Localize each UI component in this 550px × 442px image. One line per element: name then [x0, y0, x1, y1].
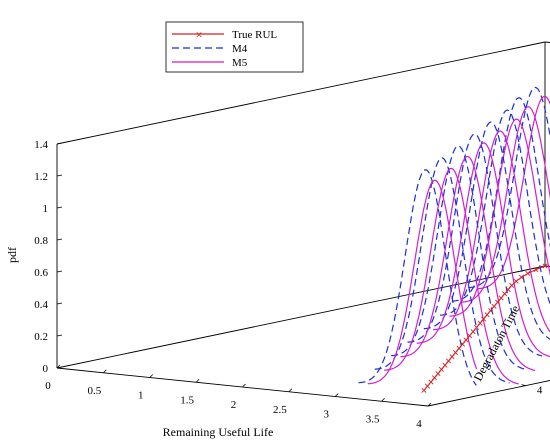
z-tick-label-4: 0.8 — [34, 235, 48, 247]
z-tick-7 — [56, 142, 63, 145]
m5-pdf-curve-4 — [416, 142, 550, 358]
m5-pdf-curve-6 — [384, 167, 519, 385]
true-rul-marker-24 — [442, 362, 448, 368]
true-rul-marker-5 — [509, 282, 515, 288]
z-tick-3 — [56, 270, 63, 273]
legend-m5-label: M5 — [232, 57, 248, 69]
true-rul-marker-7 — [502, 291, 508, 297]
x-tick-label-0: 0 — [45, 380, 51, 392]
x-tick-label-3: 1.5 — [180, 394, 194, 406]
y-tick-4 — [521, 384, 526, 386]
y-axis-line — [427, 380, 550, 407]
true-rul-marker-11 — [488, 308, 494, 314]
true-rul-marker-12 — [484, 312, 490, 318]
true-rul-marker-3 — [518, 274, 525, 280]
z-axis-label: pdf — [5, 247, 19, 263]
z-tick-label-2: 0.4 — [34, 299, 48, 311]
legend: × True RUL M4 M5 — [165, 21, 304, 73]
m5-pdf-curve-7 — [367, 179, 478, 385]
x-tick-7 — [381, 397, 385, 402]
x-tick-0 — [56, 364, 61, 369]
m5-pdf-curve-1 — [461, 106, 550, 303]
x-tick-label-6: 3 — [324, 409, 330, 421]
true-rul-marker-26 — [435, 371, 441, 377]
m4-pdf-curve-6 — [374, 157, 510, 384]
z-tick-2 — [56, 302, 63, 305]
m5-pdf-curve-5 — [400, 155, 536, 372]
x-axis-label: Remaining Useful Life — [163, 425, 274, 439]
true-rul-marker-10 — [491, 303, 497, 309]
legend-true-rul-label: True RUL — [232, 29, 277, 41]
true-rul-marker-2 — [525, 270, 531, 276]
z-tick-5 — [56, 206, 63, 209]
true-rul-marker-1 — [533, 267, 539, 273]
x-tick-3 — [195, 378, 200, 383]
m4-pdf-curve-0 — [468, 86, 550, 289]
legend-m4-label: M4 — [232, 43, 248, 55]
z-tick-0 — [56, 366, 63, 369]
true-rul-marker-6 — [505, 287, 511, 293]
axes-box — [56, 41, 550, 407]
m4-pdf-curve-2 — [440, 109, 550, 316]
m4-pdf-curve-3 — [423, 121, 550, 340]
z-tick-4 — [56, 238, 63, 241]
z-tick-label-0: 0 — [43, 363, 49, 375]
z-tick-label-7: 1.4 — [34, 139, 48, 151]
true-rul-marker-14 — [477, 320, 483, 326]
x-tick-5 — [288, 388, 293, 393]
x-tick-label-5: 2.5 — [273, 404, 287, 416]
x-tick-4 — [242, 383, 246, 388]
x-tick-2 — [149, 374, 154, 378]
true-rul-marker-29 — [424, 383, 430, 389]
legend-true-rul-marker: × — [195, 31, 203, 41]
y-tick-label-4: 4 — [537, 385, 543, 397]
x-tick-6 — [334, 393, 339, 397]
true-rul-marker-13 — [481, 316, 487, 322]
true-rul-marker-9 — [495, 299, 501, 305]
back-wall-top-edge — [544, 41, 550, 43]
z-tick-6 — [56, 174, 63, 177]
x-tick-label-7: 3.5 — [366, 413, 380, 425]
axis-ticks: 00.20.40.60.811.21.400.511.522.533.54012… — [34, 139, 543, 430]
m4-pdf-curve-1 — [451, 97, 550, 302]
true-rul-series — [421, 263, 548, 393]
true-rul-marker-0 — [542, 263, 548, 269]
true-rul-marker-20 — [456, 345, 462, 351]
m5-pdf-curve-0 — [477, 95, 550, 290]
m5-pdf-curve-3 — [433, 130, 550, 333]
true-rul-marker-30 — [421, 387, 427, 393]
x-tick-label-8: 4 — [416, 418, 422, 430]
x-tick-label-1: 0.5 — [88, 385, 102, 397]
left-wall-top-edge — [56, 41, 546, 145]
left-floor-edge — [56, 265, 546, 369]
true-rul-marker-28 — [428, 379, 434, 385]
z-tick-1 — [56, 334, 63, 337]
pdf-curves — [358, 86, 550, 386]
true-rul-marker-21 — [453, 350, 459, 356]
true-rul-marker-27 — [431, 375, 437, 381]
true-rul-marker-17 — [467, 333, 473, 339]
m5-pdf-curve-2 — [449, 118, 550, 317]
x-tick-label-4: 2 — [231, 399, 237, 411]
true-rul-marker-15 — [474, 324, 480, 330]
x-tick-label-2: 1 — [138, 390, 144, 402]
true-rul-marker-25 — [438, 366, 445, 372]
true-rul-marker-4 — [513, 278, 519, 284]
z-tick-label-3: 0.6 — [34, 267, 48, 279]
true-rul-marker-23 — [445, 358, 452, 364]
true-rul-marker-18 — [463, 337, 469, 343]
true-rul-marker-22 — [449, 354, 455, 360]
true-rul-marker-8 — [498, 295, 504, 301]
true-rul-marker-16 — [470, 329, 476, 335]
x-tick-1 — [103, 369, 107, 374]
x-tick-8 — [427, 402, 432, 407]
m4-pdf-curve-7 — [358, 169, 477, 386]
z-tick-label-5: 1 — [43, 203, 49, 215]
y-axis-label: Degradaton Time — [471, 303, 523, 383]
true-rul-marker-19 — [460, 341, 466, 347]
z-tick-label-1: 0.2 — [34, 331, 48, 343]
z-tick-label-6: 1.2 — [34, 171, 48, 183]
legend-box — [165, 21, 304, 73]
